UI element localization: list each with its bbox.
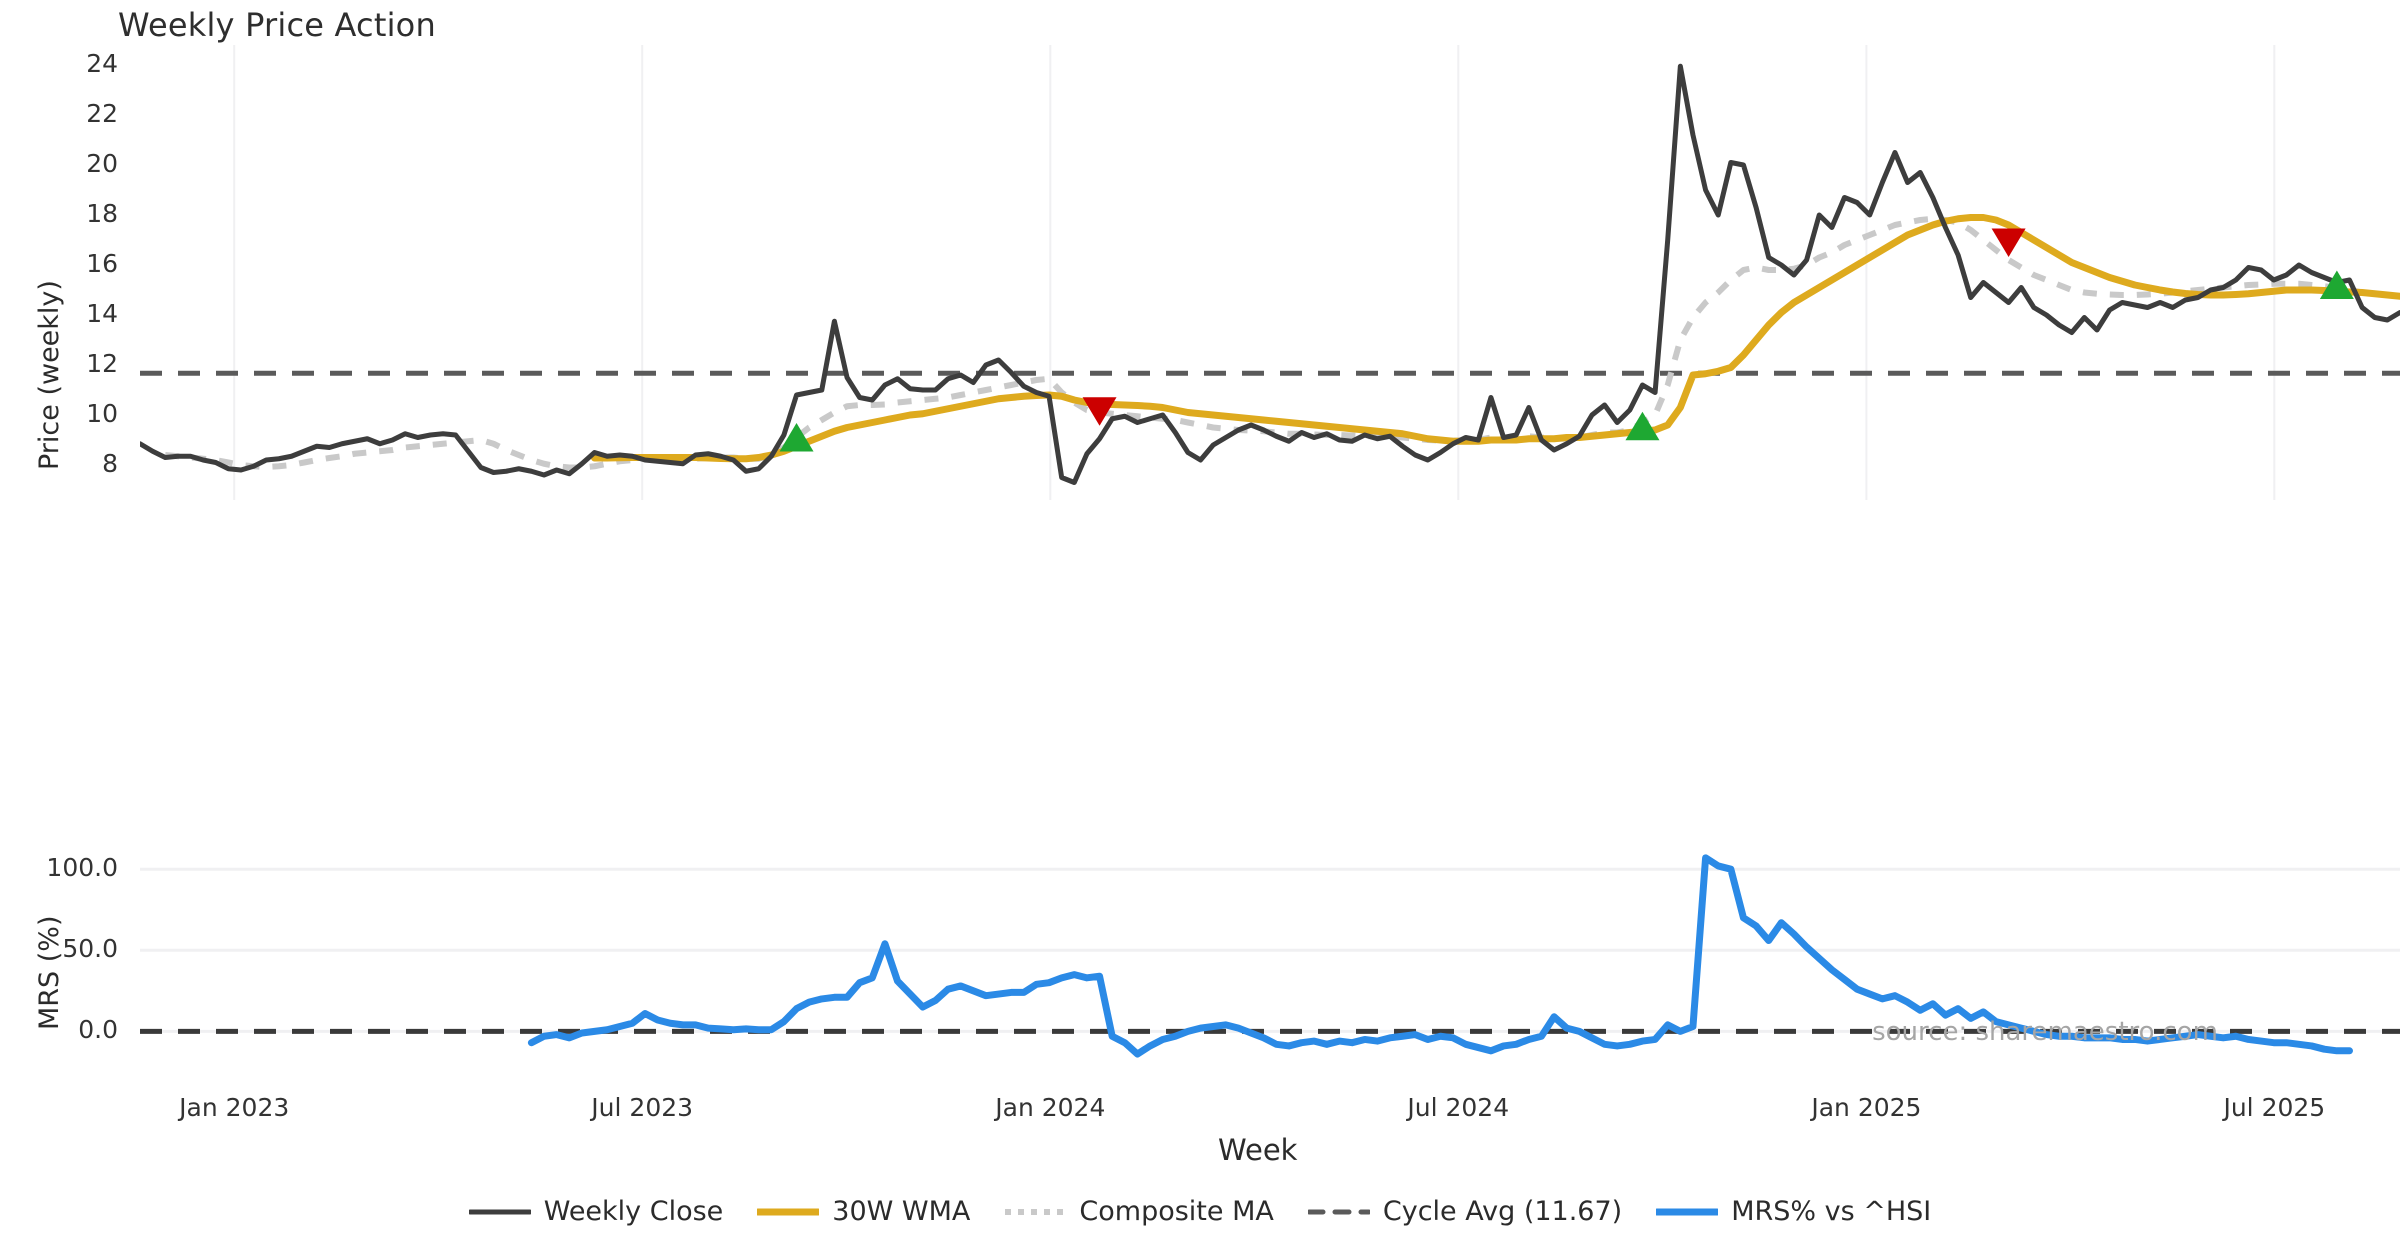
- price-y-tick-5: 18: [86, 199, 118, 228]
- mrs-plot-svg: [140, 854, 2400, 1058]
- x-tick-4: Jan 2025: [1811, 1093, 1922, 1122]
- legend-swatch-icon: [757, 1201, 820, 1223]
- chart-legend: Weekly Close 30W WMA Composite MA Cycle Avg…: [0, 1196, 2400, 1227]
- mrs-y-tick-0: 0.0: [78, 1015, 118, 1045]
- legend-swatch-icon: [1656, 1201, 1719, 1223]
- legend-swatch-icon: [1307, 1201, 1370, 1223]
- x-tick-2: Jan 2024: [995, 1093, 1106, 1122]
- price-y-tick-4: 16: [86, 249, 118, 278]
- legend-item-mrs-vs-hsi[interactable]: MRS% vs ^HSI: [1656, 1196, 1931, 1227]
- price-y-tick-3: 14: [86, 299, 118, 328]
- source-watermark: source: sharemaestro.com: [1872, 1017, 2218, 1047]
- price-plot-area: [140, 45, 2400, 500]
- legend-item-weekly-close[interactable]: Weekly Close: [468, 1196, 724, 1227]
- price-y-tick-7: 22: [86, 99, 118, 128]
- buy-signal-marker: [2319, 270, 2354, 299]
- legend-label: Cycle Avg (11.67): [1382, 1196, 1623, 1227]
- x-axis-label: Week: [1218, 1133, 1298, 1167]
- price-y-tick-2: 12: [86, 349, 118, 378]
- sell-signal-marker: [1082, 397, 1117, 426]
- x-tick-3: Jul 2024: [1407, 1093, 1510, 1122]
- legend-label: Composite MA: [1079, 1196, 1274, 1227]
- price-y-tick-6: 20: [86, 149, 118, 178]
- legend-label: MRS% vs ^HSI: [1731, 1196, 1932, 1227]
- buy-signal-marker: [779, 423, 814, 452]
- sell-signal-marker: [1991, 228, 2026, 257]
- legend-label: 30W WMA: [832, 1196, 971, 1227]
- x-tick-0: Jan 2023: [179, 1093, 290, 1122]
- x-tick-1: Jul 2023: [591, 1093, 694, 1122]
- chart-title: Weekly Price Action: [118, 6, 436, 44]
- mrs-y-tick-2: 100.0: [46, 853, 118, 883]
- legend-item-cycle-avg-11-67[interactable]: Cycle Avg (11.67): [1307, 1196, 1623, 1227]
- series-line-mrs-vs-hsi: [527, 854, 2353, 1058]
- series-line-weekly-close: [140, 63, 2400, 485]
- series-line-composite-ma: [164, 215, 2376, 471]
- mrs-plot-area: [140, 840, 2400, 1080]
- legend-item-30w-wma[interactable]: 30W WMA: [757, 1196, 970, 1227]
- legend-label: Weekly Close: [543, 1196, 724, 1227]
- price-y-tick-8: 24: [86, 49, 118, 78]
- series-line-30w-wma: [591, 214, 2400, 463]
- legend-item-composite-ma[interactable]: Composite MA: [1004, 1196, 1274, 1227]
- legend-swatch-icon: [468, 1201, 531, 1223]
- legend-swatch-icon: [1004, 1201, 1066, 1223]
- price-y-tick-0: 8: [102, 449, 118, 478]
- price-plot-svg: [140, 45, 2400, 500]
- buy-signal-marker: [1625, 411, 1660, 441]
- mrs-y-tick-1: 50.0: [62, 934, 118, 964]
- x-tick-5: Jul 2025: [2223, 1093, 2326, 1122]
- mrs-axis-label: MRS (%): [34, 915, 65, 1031]
- price-y-tick-1: 10: [86, 399, 118, 428]
